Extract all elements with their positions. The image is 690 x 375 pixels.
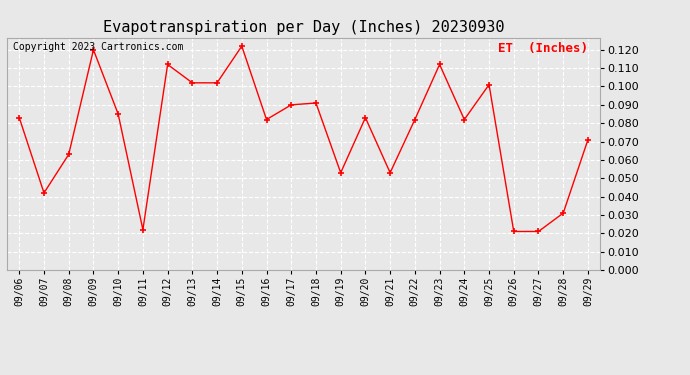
Title: Evapotranspiration per Day (Inches) 20230930: Evapotranspiration per Day (Inches) 2023… — [103, 20, 504, 35]
Text: Copyright 2023 Cartronics.com: Copyright 2023 Cartronics.com — [13, 42, 184, 52]
Text: ET  (Inches): ET (Inches) — [498, 42, 589, 55]
